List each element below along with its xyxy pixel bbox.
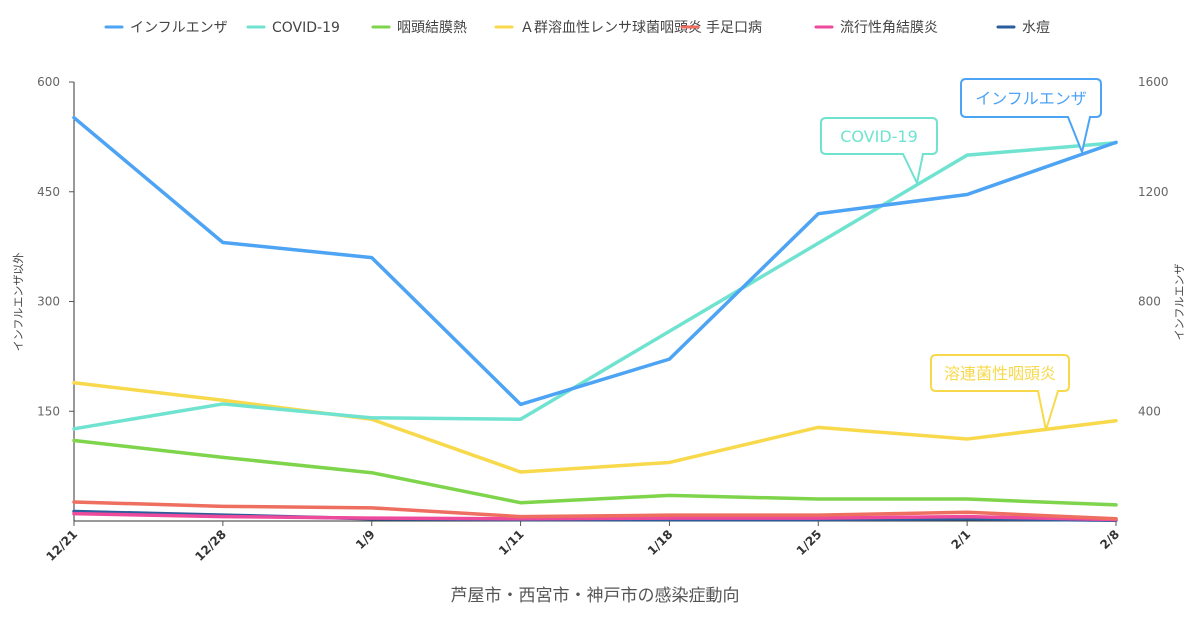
y-right-tick-label: 800 (1138, 295, 1161, 309)
legend-label: 流行性角結膜炎 (840, 20, 938, 36)
y-right-tick-label: 1200 (1138, 185, 1169, 199)
y-right-tick-label: 400 (1138, 404, 1161, 418)
annotation-callout-box (820, 117, 938, 187)
legend-label: 水痘 (1022, 20, 1050, 36)
y-left-tick-label: 450 (37, 185, 60, 199)
y-left-tick-label: 300 (37, 295, 60, 309)
series-line-2 (72, 438, 1118, 507)
x-tick-label: 2/1 (948, 527, 973, 552)
series-line-3 (72, 380, 1118, 474)
x-tick-label: 1/18 (645, 527, 676, 558)
legend-label: インフルエンザ (130, 20, 228, 36)
series-line-0 (72, 115, 1118, 407)
chart-title: 芦屋市・西宮市・神戸市の感染症動向 (451, 586, 740, 606)
y-left-tick-label: 600 (37, 75, 60, 89)
legend-label: Ａ群溶血性レンサ球菌咽頭炎 (520, 20, 702, 36)
y-left-tick-label: 150 (37, 404, 60, 418)
x-tick-label: 12/28 (192, 527, 229, 564)
series-line-4 (72, 500, 1118, 521)
x-tick-label: 1/9 (353, 527, 378, 552)
y-left-axis-title: インフルエンザ以外 (12, 253, 25, 352)
legend-label: COVID-19 (272, 20, 340, 36)
x-tick-label: 1/11 (496, 527, 527, 558)
x-tick-label: 1/25 (794, 527, 825, 558)
series-line-1 (72, 140, 1118, 431)
legend-label: 手足口病 (706, 20, 762, 36)
annotation-callout-box (930, 354, 1070, 431)
y-right-axis-title: インフルエンザ (1173, 264, 1186, 341)
y-right-tick-label: 1600 (1138, 75, 1169, 89)
x-tick-label: 12/21 (44, 527, 81, 564)
legend-label: 咽頭結膜熱 (397, 20, 467, 36)
annotation-callout-box (960, 78, 1102, 156)
annotation-label: 溶連菌性咽頭炎 (944, 364, 1056, 383)
x-tick-label: 2/8 (1097, 527, 1122, 552)
series-line-5 (72, 511, 1118, 522)
annotation-label: COVID-19 (840, 127, 918, 146)
annotation-label: インフルエンザ (975, 89, 1087, 108)
